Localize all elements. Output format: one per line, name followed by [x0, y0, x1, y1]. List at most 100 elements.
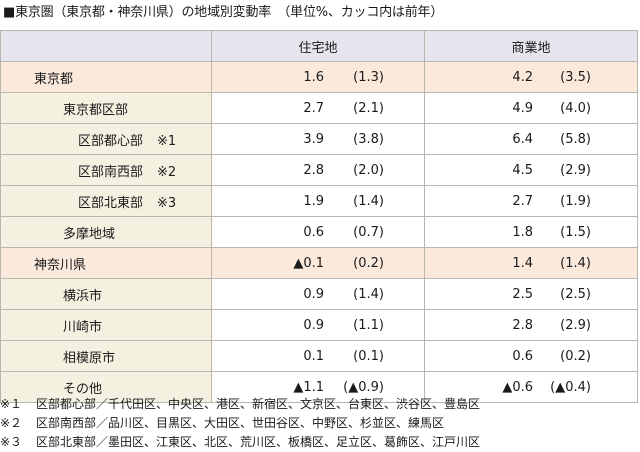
residential-current-value: 0.6	[303, 224, 324, 240]
table-row: 区部都心部 ※1 3.9 (3.8) 6.4 (5.8)	[0, 123, 638, 155]
footnote: ※３ 区部北東部／墨田区、江東区、北区、荒川区、板橋区、足立区、葛飾区、江戸川区	[0, 433, 480, 452]
region-name: 区部北東部	[78, 195, 144, 211]
residential-current-value: ▲0.1	[293, 255, 324, 271]
footnote-mark: ※1	[157, 133, 177, 149]
region-name: 横浜市	[63, 288, 103, 304]
region-name-cell: 区部南西部 ※2	[0, 154, 212, 186]
header-row: 住宅地 商業地	[0, 30, 638, 62]
residential-previous-value: (▲0.9)	[343, 379, 384, 395]
residential-cell: 3.9 (3.8)	[211, 123, 425, 155]
commercial-cell: 4.2 (3.5)	[424, 61, 638, 93]
commercial-cell: 1.8 (1.5)	[424, 216, 638, 248]
residential-cell: 0.9 (1.1)	[211, 309, 425, 341]
region-name: 川崎市	[63, 319, 103, 335]
residential-current-value: 0.9	[303, 317, 324, 333]
residential-cell: ▲0.1 (0.2)	[211, 247, 425, 279]
region-name-cell: 東京都区部	[0, 92, 212, 124]
residential-cell: 0.1 (0.1)	[211, 340, 425, 372]
table-row: 区部南西部 ※2 2.8 (2.0) 4.5 (2.9)	[0, 154, 638, 186]
residential-cell: 0.6 (0.7)	[211, 216, 425, 248]
commercial-cell: 6.4 (5.8)	[424, 123, 638, 155]
residential-current-value: 2.8	[303, 162, 324, 178]
table-row: 多摩地域 0.6 (0.7) 1.8 (1.5)	[0, 216, 638, 248]
region-name-cell: 横浜市	[0, 278, 212, 310]
residential-previous-value: (2.1)	[353, 100, 384, 116]
region-name-cell: 東京都	[0, 61, 212, 93]
residential-previous-value: (1.3)	[353, 69, 384, 85]
footnote-text: 区部都心部／千代田区、中央区、港区、新宿区、文京区、台東区、渋谷区、豊島区	[36, 397, 481, 411]
table-row: 川崎市 0.9 (1.1) 2.8 (2.9)	[0, 309, 638, 341]
residential-current-value: 3.9	[303, 131, 324, 147]
residential-previous-value: (1.1)	[353, 317, 384, 333]
table-body: 東京都 1.6 (1.3) 4.2 (3.5) 東京都区部 2.7 (2.1) 4.9 (4.0)…	[0, 61, 638, 403]
table-row: 横浜市 0.9 (1.4) 2.5 (2.5)	[0, 278, 638, 310]
commercial-previous-value: (▲0.4)	[550, 379, 591, 395]
residential-cell: 1.9 (1.4)	[211, 185, 425, 217]
footnote-number: ※１	[0, 397, 23, 411]
commercial-previous-value: (2.9)	[560, 162, 591, 178]
residential-previous-value: (3.8)	[353, 131, 384, 147]
residential-cell: 1.6 (1.3)	[211, 61, 425, 93]
footnote-text: 区部北東部／墨田区、江東区、北区、荒川区、板橋区、足立区、葛飾区、江戸川区	[36, 435, 481, 449]
commercial-cell: 2.5 (2.5)	[424, 278, 638, 310]
region-name-cell: 神奈川県	[0, 247, 212, 279]
residential-previous-value: (1.4)	[353, 286, 384, 302]
residential-previous-value: (0.7)	[353, 224, 384, 240]
region-name-cell: 区部都心部 ※1	[0, 123, 212, 155]
commercial-current-value: 4.5	[512, 162, 533, 178]
commercial-current-value: 4.2	[512, 69, 533, 85]
footnotes: ※１ 区部都心部／千代田区、中央区、港区、新宿区、文京区、台東区、渋谷区、豊島区 ※…	[0, 395, 480, 452]
commercial-current-value: 2.8	[512, 317, 533, 333]
commercial-previous-value: (2.9)	[560, 317, 591, 333]
commercial-previous-value: (1.9)	[560, 193, 591, 209]
table-row: その他 ▲1.1 (▲0.9) ▲0.6 (▲0.4)	[0, 371, 638, 403]
residential-cell: 2.7 (2.1)	[211, 92, 425, 124]
residential-current-value: 0.9	[303, 286, 324, 302]
region-name: 東京都区部	[63, 102, 129, 118]
commercial-current-value: ▲0.6	[502, 379, 533, 395]
residential-current-value: 1.6	[303, 69, 324, 85]
residential-previous-value: (1.4)	[353, 193, 384, 209]
commercial-previous-value: (2.5)	[560, 286, 591, 302]
table-row: 区部北東部 ※3 1.9 (1.4) 2.7 (1.9)	[0, 185, 638, 217]
commercial-current-value: 0.6	[512, 348, 533, 364]
header-commercial: 商業地	[424, 30, 638, 62]
page-title: ■東京圏（東京都・神奈川県）の地域別変動率 （単位%、カッコ内は前年）	[3, 5, 444, 20]
region-name-cell: 相模原市	[0, 340, 212, 372]
commercial-previous-value: (1.4)	[560, 255, 591, 271]
commercial-cell: 4.9 (4.0)	[424, 92, 638, 124]
footnote: ※１ 区部都心部／千代田区、中央区、港区、新宿区、文京区、台東区、渋谷区、豊島区	[0, 395, 480, 414]
commercial-current-value: 1.4	[512, 255, 533, 271]
table-row: 東京都 1.6 (1.3) 4.2 (3.5)	[0, 61, 638, 93]
commercial-previous-value: (5.8)	[560, 131, 591, 147]
commercial-previous-value: (0.2)	[560, 348, 591, 364]
footnote-mark: ※3	[157, 195, 177, 211]
land-price-table: 住宅地 商業地 東京都 1.6 (1.3) 4.2 (3.5) 東京都区部 2.7 (2.1)…	[0, 30, 638, 403]
residential-current-value: 1.9	[303, 193, 324, 209]
region-name: 神奈川県	[34, 257, 87, 273]
commercial-cell: 4.5 (2.9)	[424, 154, 638, 186]
footnote: ※２ 区部南西部／品川区、目黒区、大田区、世田谷区、中野区、杉並区、練馬区	[0, 414, 480, 433]
region-name-cell: その他	[0, 371, 212, 403]
region-name: 区部都心部	[78, 133, 144, 149]
commercial-cell: ▲0.6 (▲0.4)	[424, 371, 638, 403]
region-name-cell: 区部北東部 ※3	[0, 185, 212, 217]
table-row: 神奈川県 ▲0.1 (0.2) 1.4 (1.4)	[0, 247, 638, 279]
commercial-cell: 2.7 (1.9)	[424, 185, 638, 217]
residential-previous-value: (2.0)	[353, 162, 384, 178]
commercial-cell: 2.8 (2.9)	[424, 309, 638, 341]
residential-cell: 0.9 (1.4)	[211, 278, 425, 310]
commercial-cell: 0.6 (0.2)	[424, 340, 638, 372]
residential-previous-value: (0.2)	[353, 255, 384, 271]
commercial-cell: 1.4 (1.4)	[424, 247, 638, 279]
table-row: 相模原市 0.1 (0.1) 0.6 (0.2)	[0, 340, 638, 372]
commercial-current-value: 6.4	[512, 131, 533, 147]
header-region	[0, 30, 212, 62]
region-name: 多摩地域	[63, 226, 116, 242]
footnote-number: ※３	[0, 435, 23, 449]
region-name: 区部南西部	[78, 164, 144, 180]
footnote-text: 区部南西部／品川区、目黒区、大田区、世田谷区、中野区、杉並区、練馬区	[36, 416, 445, 430]
residential-current-value: 0.1	[303, 348, 324, 364]
commercial-current-value: 4.9	[512, 100, 533, 116]
commercial-current-value: 2.5	[512, 286, 533, 302]
